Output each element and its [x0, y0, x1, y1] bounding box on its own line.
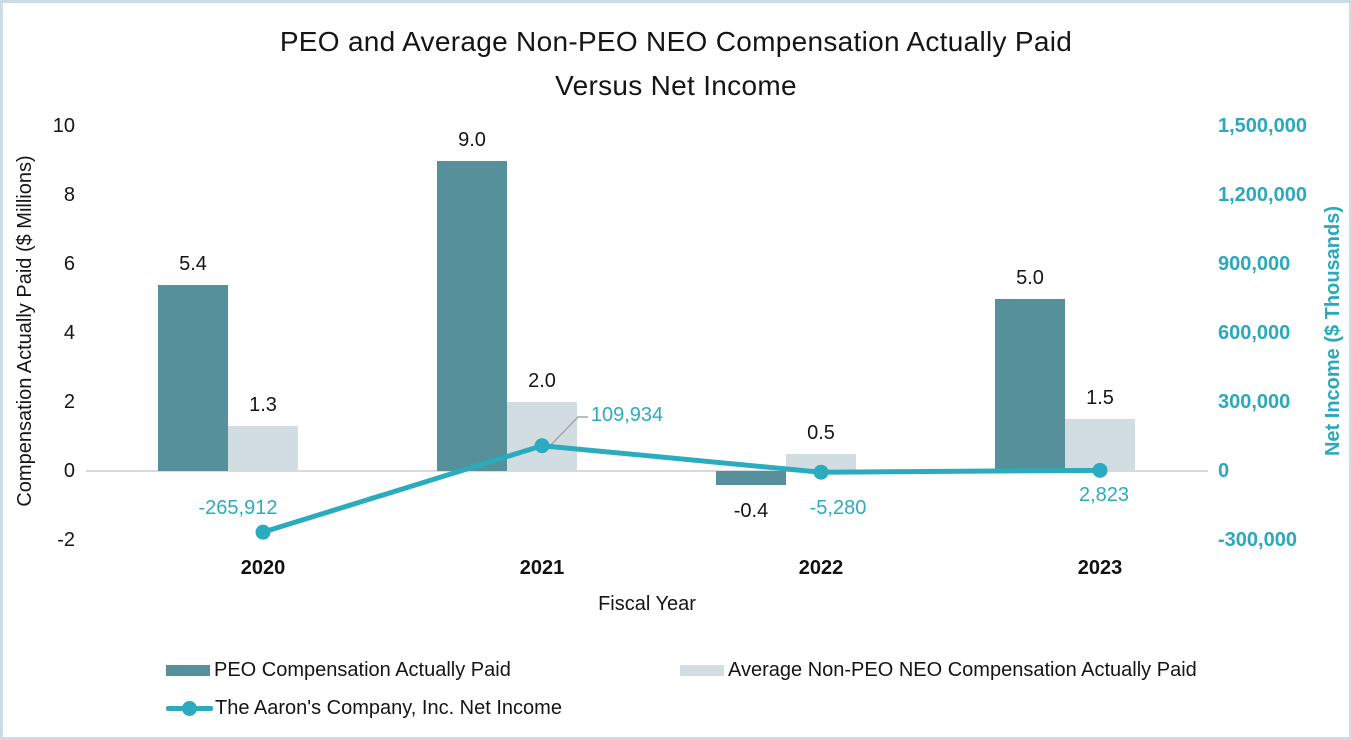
bar-value-label: 9.0: [458, 128, 486, 151]
legend-label: The Aaron's Company, Inc. Net Income: [215, 697, 562, 719]
x-axis-label-2020: 2020: [240, 557, 286, 579]
legend-swatch-icon: [680, 664, 724, 676]
legend-line-marker-icon: [166, 695, 213, 721]
x-axis-label-2023: 2023: [1077, 557, 1123, 579]
legend-line-dot: [182, 701, 197, 716]
bar-value-label: 5.4: [179, 252, 207, 275]
left-axis-tick: -2: [57, 529, 75, 551]
x-axis-label-2021: 2021: [519, 557, 565, 579]
bar-value-label: 1.3: [249, 394, 277, 417]
right-axis-tick: 0: [1218, 460, 1230, 482]
legend-label: Average Non-PEO NEO Compensation Actuall…: [728, 659, 1197, 681]
peo-bar: [437, 160, 507, 471]
left-axis-tick: 6: [63, 253, 75, 275]
legend-label: PEO Compensation Actually Paid: [214, 659, 511, 681]
net-income-line: [262, 443, 1101, 535]
bar-value-label: 0.5: [807, 421, 835, 444]
legend-item-peo: PEO Compensation Actually Paid: [166, 657, 511, 683]
legend-swatch-icon: [166, 664, 210, 676]
x-axis-label-2022: 2022: [798, 557, 844, 579]
bar-value-label: 2.0: [528, 370, 556, 392]
chart-title-line1: PEO and Average Non-PEO NEO Compensation…: [279, 26, 1073, 57]
chart-title: PEO and Average Non-PEO NEO Compensation…: [0, 20, 1352, 108]
net-income-value-label: 109,934: [590, 403, 664, 426]
right-axis-tick: 1,200,000: [1218, 184, 1307, 206]
net-income-value-label: 2,823: [1078, 484, 1130, 507]
bar-value-label: 1.5: [1086, 387, 1114, 410]
bar-value-label: 5.0: [1016, 266, 1044, 289]
right-axis-tick: 1,500,000: [1218, 115, 1307, 137]
nonpeo-bar: [786, 453, 856, 471]
left-axis-tick: 4: [63, 322, 75, 344]
right-axis-tick: -300,000: [1218, 529, 1297, 551]
left-axis-tick: 2: [63, 391, 75, 413]
legend-item-net-income: The Aaron's Company, Inc. Net Income: [166, 695, 562, 721]
x-axis-title: Fiscal Year: [598, 593, 696, 615]
peo-bar: [158, 284, 228, 471]
left-axis-tick: 0: [63, 460, 75, 482]
right-axis-tick: 600,000: [1218, 322, 1291, 344]
left-axis-tick: 8: [63, 184, 75, 206]
left-axis-tick: 10: [52, 115, 75, 137]
chart-title-line2: Versus Net Income: [555, 70, 797, 101]
nonpeo-bar: [1065, 419, 1135, 471]
net-income-marker: [255, 524, 271, 540]
net-income-value-label: -5,280: [809, 497, 867, 520]
right-axis-tick: 300,000: [1218, 391, 1291, 413]
peo-bar: [995, 298, 1065, 471]
right-axis-tick: 900,000: [1218, 253, 1291, 275]
peo-bar: [716, 471, 786, 485]
net-income-value-label: -265,912: [198, 497, 278, 520]
legend-item-nonpeo: Average Non-PEO NEO Compensation Actuall…: [680, 657, 1197, 683]
nonpeo-bar: [228, 426, 298, 471]
